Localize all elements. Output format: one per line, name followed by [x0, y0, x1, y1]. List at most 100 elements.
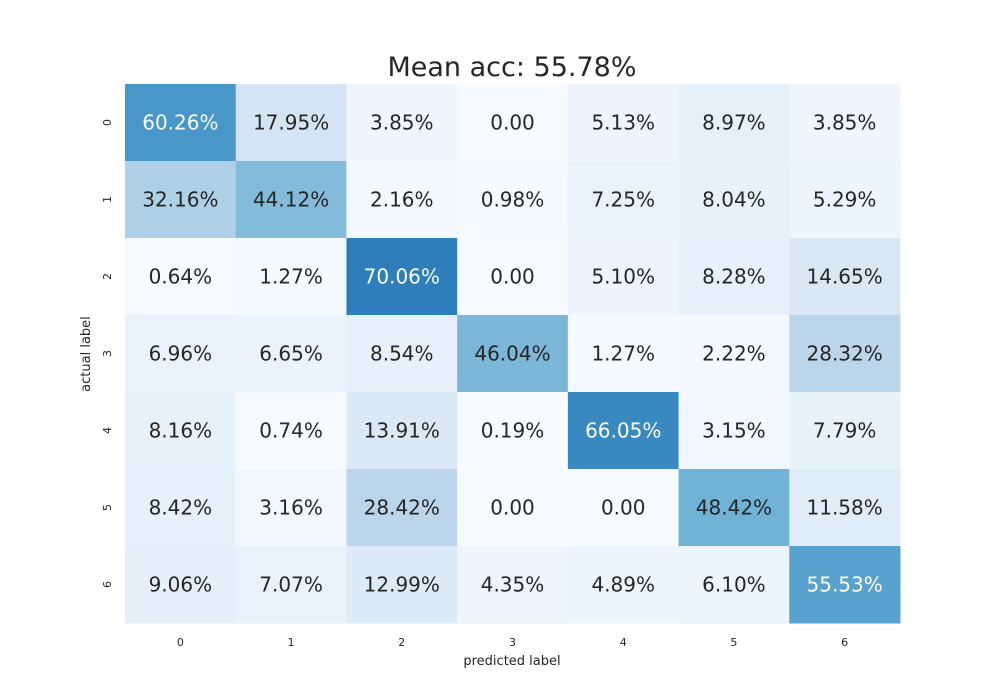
heatmap-cell-label-1-1: 44.12%	[253, 188, 329, 212]
heatmap-cell-4-6	[789, 392, 901, 470]
heatmap-cell-label-5-0: 8.42%	[149, 496, 213, 520]
heatmap-cell-2-6	[789, 238, 901, 316]
heatmap-cell-3-0	[125, 315, 237, 393]
heatmap-cell-2-5	[678, 238, 790, 316]
heatmap-cell-4-2	[346, 392, 458, 470]
heatmap-cell-label-4-1: 0.74%	[259, 419, 323, 443]
heatmap-cell-0-6	[789, 84, 901, 162]
heatmap-cell-label-2-4: 5.10%	[591, 265, 655, 289]
heatmap-cell-3-5	[678, 315, 790, 393]
heatmap-cell-label-5-2: 28.42%	[364, 496, 440, 520]
heatmap-cell-5-4	[567, 469, 680, 547]
chart-title: Mean acc: 55.78%	[387, 52, 636, 83]
heatmap-cell-4-0	[125, 392, 237, 470]
heatmap-cell-1-1	[235, 161, 347, 239]
heatmap-cell-label-4-4: 66.05%	[585, 419, 661, 443]
heatmap-cell-3-6	[789, 315, 901, 393]
heatmap-cell-label-3-2: 8.54%	[370, 342, 434, 366]
heatmap-cells: 60.26% 17.95% 3.85% 0.00 5.13% 8.97% 3.85% 32.1…	[125, 84, 901, 624]
y-tick-label-4: 4	[101, 427, 114, 434]
heatmap-cell-label-5-1: 3.16%	[259, 496, 323, 520]
heatmap-cell-2-0	[125, 238, 237, 316]
y-tick-label-3: 3	[101, 350, 114, 357]
heatmap-cell-label-2-6: 14.65%	[807, 265, 883, 289]
heatmap-cell-label-3-3: 46.04%	[474, 342, 550, 366]
heatmap-cell-label-4-5: 3.15%	[702, 419, 766, 443]
heatmap-cell-label-1-5: 8.04%	[702, 188, 766, 212]
heatmap-cell-label-4-6: 7.79%	[813, 419, 877, 443]
x-tick-label-4: 4	[620, 636, 627, 649]
heatmap-cell-0-4	[567, 84, 680, 162]
heatmap-cell-label-1-0: 32.16%	[142, 188, 218, 212]
y-tick-label-6: 6	[101, 581, 114, 588]
heatmap-cell-4-1	[235, 392, 347, 470]
heatmap-cell-label-4-0: 8.16%	[149, 419, 213, 443]
x-tick-label-1: 1	[288, 636, 295, 649]
heatmap-cell-0-0	[125, 84, 237, 162]
heatmap-cell-1-2	[346, 161, 458, 239]
heatmap-cell-label-0-5: 8.97%	[702, 111, 766, 135]
heatmap-cell-label-3-0: 6.96%	[149, 342, 213, 366]
heatmap-cell-label-0-1: 17.95%	[253, 111, 329, 135]
heatmap-cell-5-5	[678, 469, 790, 547]
heatmap-cell-1-5	[678, 161, 790, 239]
x-tick-label-0: 0	[177, 636, 184, 649]
heatmap-cell-0-1	[235, 84, 347, 162]
x-tick-label-3: 3	[509, 636, 516, 649]
heatmap-cell-6-4	[567, 546, 680, 624]
heatmap-cell-0-5	[678, 84, 790, 162]
heatmap-cell-3-4	[567, 315, 680, 393]
heatmap-cell-4-5	[678, 392, 790, 470]
heatmap-cell-label-1-2: 2.16%	[370, 188, 434, 212]
heatmap-cell-label-1-6: 5.29%	[813, 188, 877, 212]
heatmap-cell-5-3	[457, 469, 569, 547]
heatmap-cell-label-2-0: 0.64%	[149, 265, 213, 289]
heatmap-cell-6-5	[678, 546, 790, 624]
x-tick-label-5: 5	[730, 636, 737, 649]
heatmap-cell-6-2	[346, 546, 458, 624]
heatmap-cell-label-5-5: 48.42%	[696, 496, 772, 520]
heatmap-cell-2-2	[346, 238, 458, 316]
heatmap-cell-2-4	[567, 238, 680, 316]
heatmap-cell-2-3	[457, 238, 569, 316]
heatmap-cell-5-2	[346, 469, 458, 547]
heatmap-cell-4-3	[457, 392, 569, 470]
x-axis-label: predicted label	[463, 654, 560, 669]
heatmap-cell-label-6-3: 4.35%	[481, 573, 545, 597]
heatmap-cell-1-4	[567, 161, 680, 239]
heatmap-cell-label-0-0: 60.26%	[142, 111, 218, 135]
heatmap-cell-label-4-3: 0.19%	[481, 419, 545, 443]
heatmap-cell-2-1	[235, 238, 347, 316]
y-axis-label: actual label	[79, 316, 94, 392]
heatmap-cell-0-3	[457, 84, 569, 162]
heatmap-cell-5-1	[235, 469, 347, 547]
x-axis-ticks: 0 1 2 3 4 5 6	[177, 636, 848, 649]
heatmap-cell-label-2-3: 0.00	[490, 265, 535, 289]
heatmap-cell-label-5-6: 11.58%	[807, 496, 883, 520]
heatmap-cell-1-3	[457, 161, 569, 239]
heatmap-cell-0-2	[346, 84, 458, 162]
heatmap-cell-label-0-4: 5.13%	[591, 111, 655, 135]
heatmap-cell-3-1	[235, 315, 347, 393]
heatmap-cell-label-3-4: 1.27%	[591, 342, 655, 366]
x-tick-label-2: 2	[398, 636, 405, 649]
heatmap-cell-label-1-4: 7.25%	[591, 188, 655, 212]
heatmap-cell-5-0	[125, 469, 237, 547]
heatmap-cell-6-3	[457, 546, 569, 624]
heatmap-cell-label-2-1: 1.27%	[259, 265, 323, 289]
heatmap-cell-label-6-6: 55.53%	[807, 573, 883, 597]
heatmap-cell-1-0	[125, 161, 237, 239]
heatmap-cell-label-0-3: 0.00	[490, 111, 535, 135]
heatmap-cell-label-0-6: 3.85%	[813, 111, 877, 135]
heatmap-cell-6-0	[125, 546, 237, 624]
heatmap-cell-label-5-4: 0.00	[601, 496, 646, 520]
y-tick-label-5: 5	[101, 504, 114, 511]
y-tick-label-1: 1	[101, 196, 114, 203]
heatmap-cell-label-6-0: 9.06%	[149, 573, 213, 597]
heatmap-cell-label-4-2: 13.91%	[364, 419, 440, 443]
heatmap-cell-label-3-1: 6.65%	[259, 342, 323, 366]
heatmap-cell-label-6-4: 4.89%	[591, 573, 655, 597]
heatmap-cell-label-3-6: 28.32%	[807, 342, 883, 366]
